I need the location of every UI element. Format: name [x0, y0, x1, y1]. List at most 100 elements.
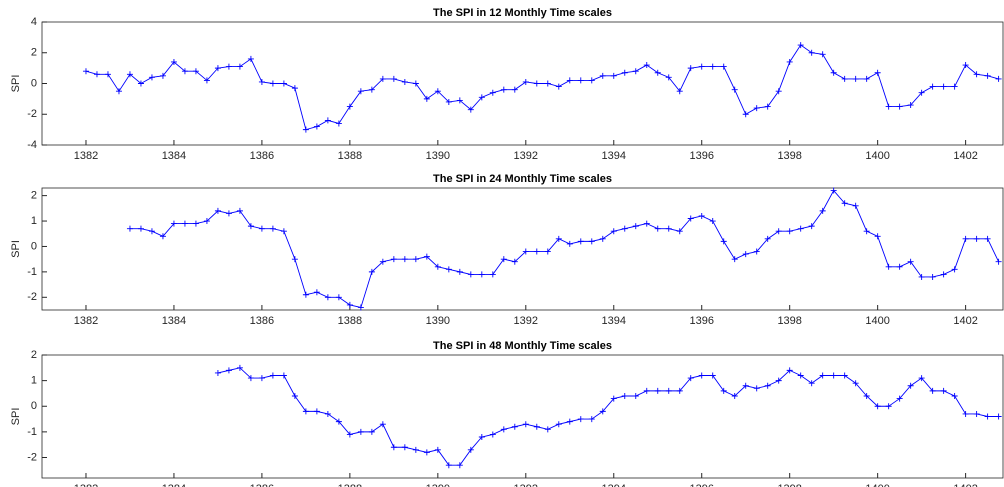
point-marker: [368, 428, 375, 435]
point-marker: [93, 71, 100, 78]
point-marker: [390, 444, 397, 451]
point-marker: [346, 103, 353, 110]
point-marker: [907, 382, 914, 389]
chart-title: The SPI in 12 Monthly Time scales: [433, 7, 612, 19]
point-marker: [225, 367, 232, 374]
point-marker: [555, 83, 562, 90]
point-marker: [412, 446, 419, 453]
point-marker: [247, 55, 254, 62]
point-marker: [203, 218, 210, 225]
point-marker: [830, 69, 837, 76]
point-marker: [533, 423, 540, 430]
point-marker: [731, 86, 738, 93]
point-marker: [247, 375, 254, 382]
point-marker: [324, 117, 331, 124]
point-marker: [500, 86, 507, 93]
x-tick-label: 1394: [602, 483, 626, 487]
x-tick-label: 1382: [74, 150, 98, 162]
point-marker: [819, 51, 826, 58]
y-tick-label: -2: [27, 291, 37, 303]
point-marker: [577, 238, 584, 245]
point-marker: [764, 382, 771, 389]
point-marker: [335, 294, 342, 301]
point-marker: [665, 387, 672, 394]
point-marker: [731, 256, 738, 263]
point-marker: [181, 220, 188, 227]
point-marker: [533, 80, 540, 87]
point-marker: [764, 103, 771, 110]
point-marker: [786, 367, 793, 374]
point-marker: [852, 75, 859, 82]
point-marker: [731, 393, 738, 399]
point-marker: [544, 248, 551, 255]
point-marker: [984, 235, 991, 242]
point-marker: [753, 105, 760, 112]
point-marker: [478, 434, 485, 440]
point-marker: [742, 251, 749, 258]
point-marker: [379, 258, 386, 265]
point-marker: [643, 387, 650, 394]
point-marker: [940, 271, 947, 278]
point-marker: [357, 304, 364, 311]
x-tick-label: 1392: [514, 483, 538, 487]
point-marker: [456, 462, 463, 469]
point-marker: [236, 63, 243, 70]
point-marker: [379, 75, 386, 82]
point-marker: [786, 228, 793, 235]
point-marker: [775, 228, 782, 235]
point-marker: [170, 220, 177, 227]
point-marker: [698, 63, 705, 70]
x-tick-label: 1400: [865, 483, 889, 487]
point-marker: [357, 428, 364, 435]
point-marker: [489, 431, 496, 438]
y-tick-label: 1: [31, 215, 37, 227]
point-marker: [148, 74, 155, 81]
point-marker: [984, 72, 991, 79]
point-marker: [148, 228, 155, 235]
point-marker: [126, 225, 133, 232]
x-tick-label: 1382: [74, 483, 98, 487]
point-marker: [357, 88, 364, 95]
point-marker: [863, 393, 870, 399]
point-marker: [236, 207, 243, 214]
point-marker: [709, 372, 716, 379]
point-marker: [874, 233, 881, 240]
point-marker: [192, 220, 199, 227]
point-marker: [764, 235, 771, 242]
y-tick-label: 0: [31, 77, 37, 89]
point-marker: [544, 80, 551, 87]
point-marker: [654, 69, 661, 76]
point-marker: [753, 385, 760, 392]
point-marker: [401, 444, 408, 451]
point-marker: [676, 88, 683, 95]
point-marker: [841, 372, 848, 379]
x-tick-label: 1398: [777, 150, 801, 162]
point-marker: [555, 421, 562, 428]
x-tick-label: 1400: [865, 315, 889, 327]
point-marker: [610, 72, 617, 79]
point-marker: [907, 258, 914, 265]
x-tick-label: 1392: [514, 150, 538, 162]
point-marker: [984, 413, 991, 420]
point-marker: [797, 42, 804, 49]
x-tick-label: 1388: [338, 315, 362, 327]
y-tick-label: -1: [27, 426, 37, 438]
point-marker: [709, 63, 716, 70]
point-marker: [896, 395, 903, 402]
point-marker: [236, 364, 243, 371]
point-marker: [390, 256, 397, 263]
point-marker: [632, 223, 639, 230]
point-marker: [225, 63, 232, 70]
point-marker: [621, 393, 628, 399]
point-marker: [742, 111, 749, 118]
point-marker: [720, 387, 727, 394]
point-marker: [929, 387, 936, 394]
point-marker: [313, 289, 320, 296]
point-marker: [423, 253, 430, 260]
y-tick-label: 1: [31, 375, 37, 387]
point-marker: [280, 80, 287, 87]
point-marker: [566, 77, 573, 84]
point-marker: [313, 408, 320, 415]
point-marker: [445, 462, 452, 469]
